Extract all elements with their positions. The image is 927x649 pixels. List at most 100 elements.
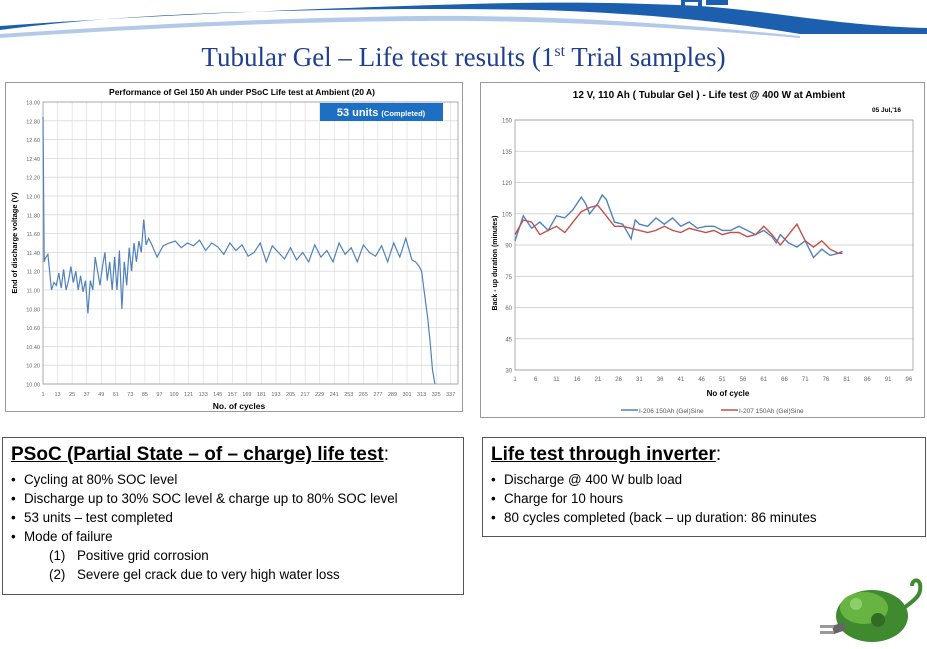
y-tick-label: 150 — [502, 119, 513, 125]
y-tick-label: 11.40 — [27, 251, 40, 257]
x-tick-label: 6 — [534, 377, 538, 383]
x-tick-label: 73 — [127, 392, 133, 398]
x-tick-label: 11 — [553, 377, 560, 383]
x-tick-label: 277 — [373, 392, 382, 398]
x-tick-label: 313 — [417, 392, 426, 398]
x-tick-label: 169 — [242, 392, 251, 398]
y-tick-label: 12.00 — [26, 195, 40, 201]
units-badge-text: 53 units (Completed) — [337, 107, 426, 119]
psoc-heading: PSoC (Partial State – of – charge) life … — [11, 444, 389, 465]
x-tick-label: 205 — [286, 392, 295, 398]
list-item: Discharge up to 30% SOC level & charge u… — [11, 489, 455, 508]
x-tick-label: 37 — [84, 392, 90, 398]
x-tick-label: 301 — [402, 392, 411, 398]
y-tick-label: 105 — [502, 212, 513, 218]
x-tick-label: 61 — [760, 377, 767, 383]
list-item: Cycling at 80% SOC level — [11, 470, 455, 489]
y-tick-label: 13.00 — [26, 101, 40, 107]
y-tick-label: 11.80 — [27, 213, 40, 219]
x-tick-label: 21 — [595, 377, 602, 383]
y-tick-label: 10.40 — [26, 345, 40, 351]
y-tick-label: 60 — [505, 306, 512, 312]
x-tick-label: 61 — [113, 392, 119, 398]
x-tick-label: 121 — [184, 392, 193, 398]
y-tick-label: 135 — [502, 150, 513, 156]
y-tick-label: 11.00 — [27, 289, 40, 295]
psoc-x-axis-label: No. of cycles — [213, 401, 266, 411]
x-tick-label: 91 — [885, 377, 892, 383]
x-tick-label: 289 — [388, 392, 397, 398]
x-tick-label: 85 — [142, 392, 148, 398]
x-tick-label: 51 — [719, 377, 726, 383]
chart-legend: I-206 150Ah (Gel)Sine I-207 150Ah (Gel)S… — [621, 408, 804, 415]
y-tick-label: 11.20 — [27, 270, 40, 276]
psoc-chart-title: Performance of Gel 150 Ah under PSoC Lif… — [109, 87, 375, 97]
x-tick-label: 193 — [271, 392, 280, 398]
y-tick-label: 75 — [505, 275, 512, 281]
logo-icon — [681, 0, 728, 16]
x-tick-label: 41 — [677, 377, 684, 383]
list-item: Mode of failure — [11, 527, 455, 546]
inverter-x-axis-label: No of cycle — [707, 389, 750, 398]
y-tick-label: 12.60 — [26, 138, 40, 144]
inverter-chart-title: 12 V, 110 Ah ( Tubular Gel ) - Life test… — [573, 90, 846, 101]
x-tick-label: 229 — [315, 392, 324, 398]
list-item: (1) Positive grid corrosion — [49, 548, 209, 563]
x-tick-label: 25 — [69, 392, 75, 398]
psoc-y-axis-label: End of discharge voltage (V) — [10, 192, 19, 294]
inverter-chart: 30 45 60 75 90 105 120 135 150 1 6 11 16 21 26 31 36 41 4… — [480, 82, 925, 418]
x-tick-label: 46 — [698, 377, 705, 383]
x-tick-label: 49 — [98, 392, 104, 398]
slide-title: Tubular Gel – Life test results (1st Tri… — [201, 42, 726, 72]
x-tick-label: 66 — [781, 377, 788, 383]
list-item: Charge for 10 hours — [491, 489, 917, 508]
x-tick-label: 26 — [615, 377, 622, 383]
x-tick-label: 31 — [636, 377, 643, 383]
plot-area — [42, 101, 459, 385]
y-tick-label: 10.20 — [26, 364, 40, 370]
x-tick-label: 217 — [301, 392, 310, 398]
y-tick-label: 90 — [505, 244, 512, 250]
chart-date: 05 Jul,'16 — [872, 107, 901, 114]
inverter-description-box: Life test through inverter: Discharge @ … — [482, 437, 926, 537]
y-tick-label: 10.00 — [26, 383, 40, 389]
x-tick-label: 1 — [513, 377, 517, 383]
x-tick-label: 86 — [864, 377, 871, 383]
green-plug-icon — [820, 578, 923, 642]
list-item: 53 units – test completed — [11, 508, 455, 527]
x-tick-label: 76 — [823, 377, 830, 383]
y-tick-label: 10.60 — [26, 326, 40, 332]
y-tick-label: 12.20 — [26, 176, 40, 182]
x-tick-label: 181 — [257, 392, 266, 398]
units-badge — [320, 103, 443, 121]
x-tick-label: 71 — [802, 377, 809, 383]
x-tick-label: 16 — [574, 377, 581, 383]
failure-mode-list: (1) Positive grid corrosion (2) Severe gel… — [11, 546, 455, 584]
psoc-description-box: PSoC (Partial State – of – charge) life … — [2, 437, 464, 595]
x-tick-label: 109 — [169, 392, 178, 398]
psoc-chart: 10.00 10.20 10.40 10.60 10.80 11.00 11.20 11.40… — [5, 82, 463, 412]
x-tick-label: 145 — [213, 392, 222, 398]
psoc-bullet-list: Cycling at 80% SOC level Discharge up to… — [11, 470, 455, 546]
x-tick-label: 81 — [843, 377, 850, 383]
y-tick-label: 45 — [505, 337, 512, 343]
inverter-y-axis-label: Back - up duration (minutes) — [492, 216, 499, 311]
x-tick-label: 56 — [740, 377, 747, 383]
x-tick-label: 133 — [199, 392, 208, 398]
x-tick-label: 253 — [344, 392, 353, 398]
plot-area — [514, 119, 914, 371]
x-tick-label: 337 — [446, 392, 455, 398]
legend-label-i206: I-206 150Ah (Gel)Sine — [639, 408, 704, 415]
y-tick-label: 11.60 — [27, 232, 40, 238]
inverter-bullet-list: Discharge @ 400 W bulb load Charge for 1… — [491, 470, 917, 527]
psoc-voltage-line — [42, 116, 436, 385]
x-tick-label: 97 — [156, 392, 162, 398]
x-tick-label: 1 — [41, 392, 44, 398]
y-tick-label: 12.40 — [26, 157, 40, 163]
list-item: Discharge @ 400 W bulb load — [491, 470, 917, 489]
x-tick-label: 265 — [359, 392, 368, 398]
y-tick-label: 30 — [505, 369, 512, 375]
header-banner — [0, 0, 927, 38]
psoc-chart-svg: 10.00 10.20 10.40 10.60 10.80 11.00 11.20 11.40… — [10, 87, 459, 411]
